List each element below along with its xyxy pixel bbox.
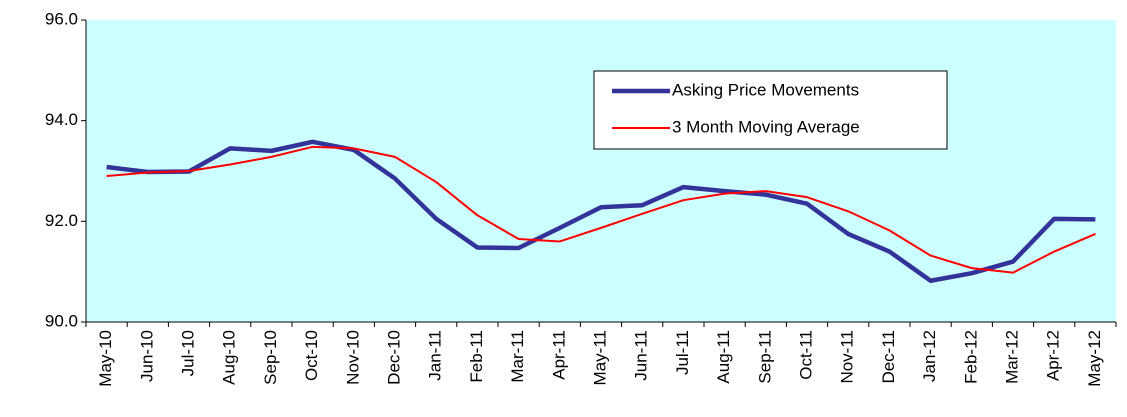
x-tick-label: Nov-10 (343, 330, 362, 385)
x-tick-label: Dec-10 (384, 330, 403, 385)
x-tick-label: Feb-11 (467, 330, 486, 383)
series-line (106, 139, 1096, 283)
x-tick-label: Mar-12 (1002, 330, 1021, 384)
legend-label: 3 Month Moving Average (672, 117, 860, 136)
x-tick-label: Jul-11 (673, 330, 692, 375)
x-tick-label: Sep-11 (755, 330, 774, 384)
x-tick-label: May-10 (96, 330, 115, 387)
x-tick-label: Aug-11 (714, 330, 733, 384)
x-tick-label: Apr-12 (1044, 330, 1063, 381)
x-tick-label: Mar-11 (508, 330, 527, 383)
x-tick-label: Aug-10 (220, 330, 239, 385)
x-tick-label: Oct-10 (302, 330, 321, 381)
legend-box (593, 70, 948, 150)
legend-label: Asking Price Movements (672, 80, 859, 99)
x-tick-label: Dec-11 (879, 330, 898, 384)
x-tick-label: Jan-11 (426, 330, 445, 381)
y-tick-label: 92.0 (45, 211, 78, 230)
x-tick-label: May-12 (1085, 330, 1104, 387)
y-tick-label: 96.0 (45, 9, 78, 28)
x-tick-label: May-11 (590, 330, 609, 385)
x-tick-label: Feb-12 (961, 330, 980, 384)
x-tick-label: Jun-11 (632, 330, 651, 381)
x-tick-label: Jul-10 (178, 330, 197, 376)
y-tick-label: 94.0 (45, 110, 78, 129)
series-line (106, 145, 1096, 274)
x-tick-label: Nov-11 (838, 330, 857, 384)
plot-area (86, 20, 1116, 322)
x-tick-label: Jun-10 (137, 330, 156, 382)
x-tick-label: Apr-11 (549, 330, 568, 380)
x-tick-label: Sep-10 (261, 330, 280, 385)
y-tick-label: 90.0 (45, 311, 78, 330)
legend: Asking Price Movements 3 Month Moving Ave… (593, 70, 948, 150)
x-tick-label: Oct-11 (796, 330, 815, 380)
x-tick-label: Jan-12 (920, 330, 939, 382)
